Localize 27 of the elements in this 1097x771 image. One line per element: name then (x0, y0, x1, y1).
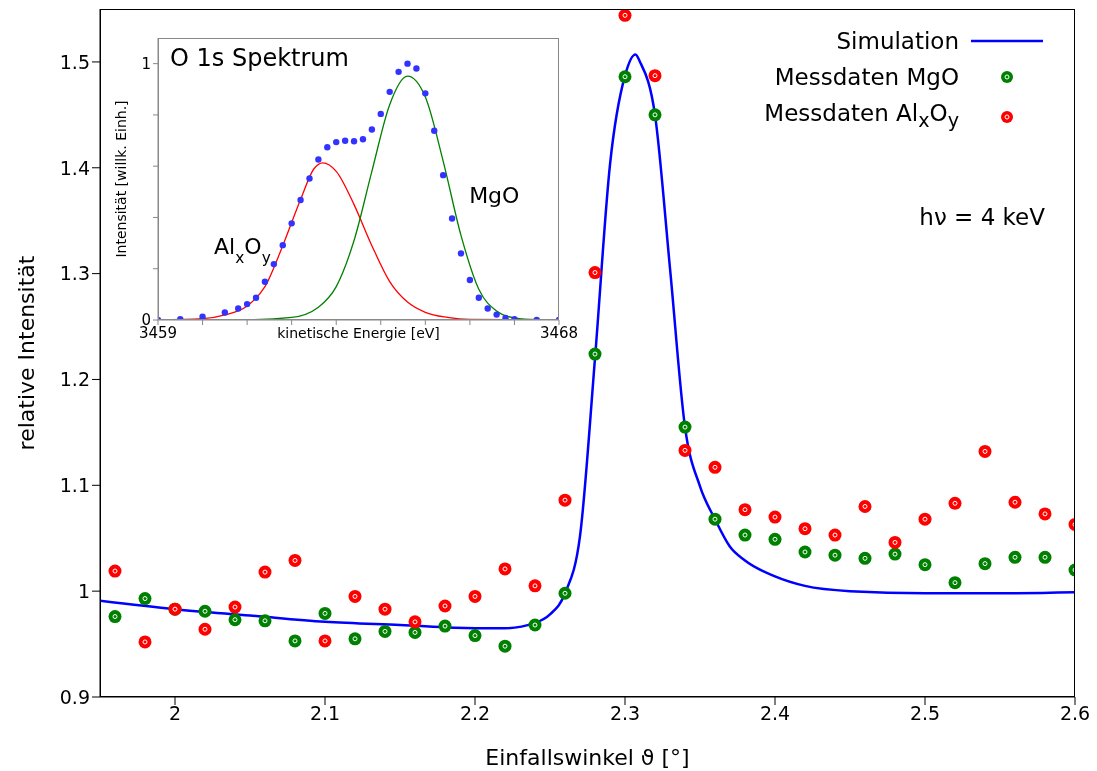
x-tick-label: 2.5 (909, 702, 941, 725)
x-axis-title: Einfallswinkel ϑ [°] (485, 745, 690, 770)
series-label: Al$_{x}$O$_{y}$ (214, 233, 271, 267)
y-tick-label: 1.1 (59, 474, 90, 497)
x-tick-label: 3468 (539, 323, 579, 342)
x-tick-label: 2.3 (609, 702, 641, 725)
y-axis-title: relative Intensität (14, 255, 39, 451)
y-tick-label: 1.5 (59, 50, 90, 73)
y-tick-label: 0.9 (59, 685, 90, 708)
x-axis-title: kinetische Energie [eV] (277, 324, 440, 341)
y-tick-label: 1.3 (59, 262, 90, 285)
annotation: hν = 4 keV (919, 204, 1045, 230)
x-tick-label: 2.4 (759, 702, 791, 725)
y-axis-title: Intensität [willk. Einh.] (113, 100, 129, 258)
legend-label: Simulation (836, 27, 959, 56)
x-tick-label: 2.1 (309, 702, 341, 725)
chart-title: O 1s Spektrum (170, 44, 349, 72)
x-tick-label: 2.2 (459, 702, 491, 725)
y-tick-label: 1 (141, 54, 151, 73)
legend-label: Messdaten MgO (774, 63, 959, 92)
y-tick-label: 1.2 (59, 368, 90, 391)
y-tick-label: 1.4 (59, 156, 90, 179)
legend-label: Messdaten Al$_{x}$O$_{y}$ (764, 99, 959, 134)
x-tick-label: 2 (168, 702, 182, 725)
x-tick-label: 2.6 (1059, 702, 1091, 725)
y-tick-label: 1 (77, 579, 90, 602)
series-label: MgO (469, 183, 520, 209)
